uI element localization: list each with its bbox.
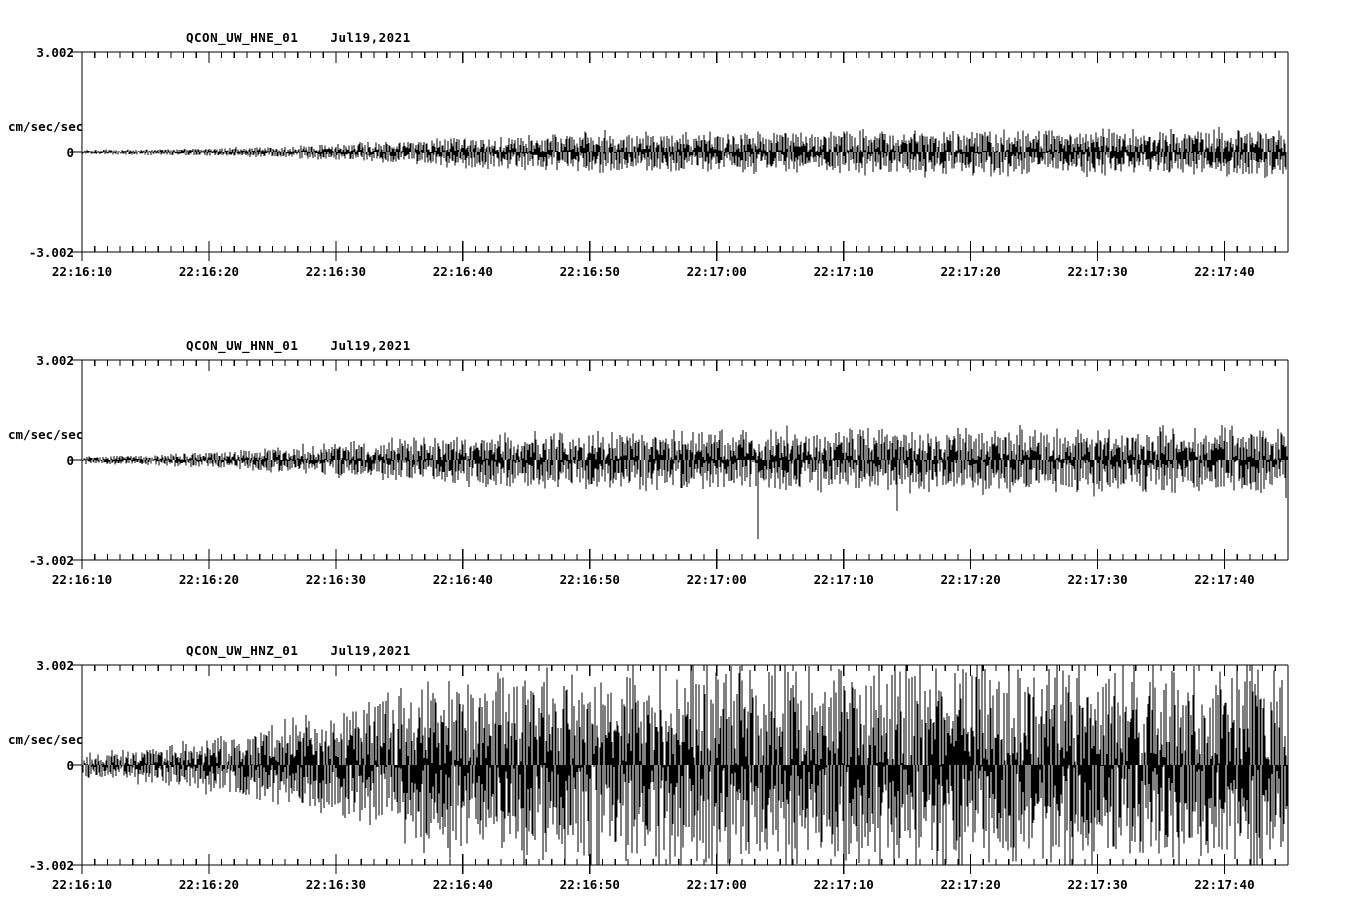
x-axis-tick-label: 22:16:50 bbox=[559, 572, 620, 587]
x-axis-tick-label: 22:16:10 bbox=[51, 877, 113, 892]
x-axis-tick-label: 22:17:20 bbox=[940, 264, 1001, 279]
y-axis-max-label-hnz: 3.002 bbox=[36, 658, 74, 673]
x-axis-tick-label: 22:17:30 bbox=[1067, 264, 1128, 279]
waveform-trace-qcon_uw_hnn_01 bbox=[81, 424, 1288, 540]
x-axis-tick-label: 22:17:30 bbox=[1067, 572, 1128, 587]
plot-frame-hnz bbox=[70, 664, 1289, 874]
x-axis-tick-label: 22:16:50 bbox=[559, 877, 620, 892]
x-axis-tick-label: 22:17:10 bbox=[813, 264, 874, 279]
x-axis-tick-label: 22:17:40 bbox=[1194, 264, 1255, 279]
x-axis-tick-label: 22:16:10 bbox=[51, 572, 113, 587]
y-axis-unit-label-hnz: cm/sec/sec bbox=[8, 732, 84, 747]
x-axis-tick-label: 22:17:10 bbox=[813, 572, 874, 587]
y-axis-max-label-hnn: 3.002 bbox=[36, 353, 74, 368]
y-axis-max-label-hne: 3.002 bbox=[36, 45, 74, 60]
seismogram-panel-hnn: QCON_UW_HNN_01 Jul19,2021 3.002 cm/sec/s… bbox=[0, 308, 1358, 608]
y-axis-unit-label-hne: cm/sec/sec bbox=[8, 119, 84, 134]
y-axis-min-label-hne: -3.002 bbox=[28, 245, 74, 260]
plot-frame-hne bbox=[70, 51, 1289, 261]
y-axis-unit-label-hnn: cm/sec/sec bbox=[8, 427, 84, 442]
x-axis-tick-label: 22:17:40 bbox=[1194, 572, 1255, 587]
seismogram-panel-hnz: QCON_UW_HNZ_01 Jul19,2021 3.002 cm/sec/s… bbox=[0, 613, 1358, 918]
plot-frame-hnn bbox=[70, 359, 1289, 569]
x-axis-tick-label: 22:16:30 bbox=[305, 264, 366, 279]
x-axis-tick-label: 22:17:00 bbox=[686, 877, 747, 892]
x-axis-tick-label: 22:16:40 bbox=[432, 264, 493, 279]
x-axis-tick-label: 22:16:20 bbox=[178, 264, 240, 279]
panel-title-hne: QCON_UW_HNE_01 Jul19,2021 bbox=[186, 30, 411, 45]
panel-title-hnn: QCON_UW_HNN_01 Jul19,2021 bbox=[186, 338, 411, 353]
x-axis-tick-label: 22:16:30 bbox=[305, 877, 366, 892]
y-axis-min-label-hnn: -3.002 bbox=[28, 553, 74, 568]
x-axis-tick-label: 22:16:10 bbox=[51, 264, 113, 279]
x-axis-tick-label: 22:16:40 bbox=[432, 572, 493, 587]
x-axis-tick-label: 22:16:30 bbox=[305, 572, 366, 587]
x-axis-tick-label: 22:16:50 bbox=[559, 264, 620, 279]
x-axis-tick-label: 22:16:20 bbox=[178, 877, 240, 892]
x-axis-tick-label: 22:17:20 bbox=[940, 877, 1001, 892]
seismogram-panel-hne: QCON_UW_HNE_01 Jul19,2021 3.002 cm/sec/s… bbox=[0, 0, 1358, 300]
x-axis-tick-label: 22:17:00 bbox=[686, 572, 747, 587]
y-axis-min-label-hnz: -3.002 bbox=[28, 858, 74, 873]
x-axis-tick-label: 22:17:40 bbox=[1194, 877, 1255, 892]
x-axis-tick-label: 22:17:20 bbox=[940, 572, 1001, 587]
x-axis-tick-label: 22:16:40 bbox=[432, 877, 493, 892]
x-axis-tick-label: 22:17:30 bbox=[1067, 877, 1128, 892]
panel-title-hnz: QCON_UW_HNZ_01 Jul19,2021 bbox=[186, 643, 411, 658]
waveform-trace-qcon_uw_hnz_01 bbox=[81, 665, 1288, 865]
waveform-trace-qcon_uw_hne_01 bbox=[81, 126, 1288, 178]
x-axis-tick-label: 22:17:10 bbox=[813, 877, 874, 892]
x-axis-tick-label: 22:16:20 bbox=[178, 572, 240, 587]
x-axis-tick-label: 22:17:00 bbox=[686, 264, 747, 279]
